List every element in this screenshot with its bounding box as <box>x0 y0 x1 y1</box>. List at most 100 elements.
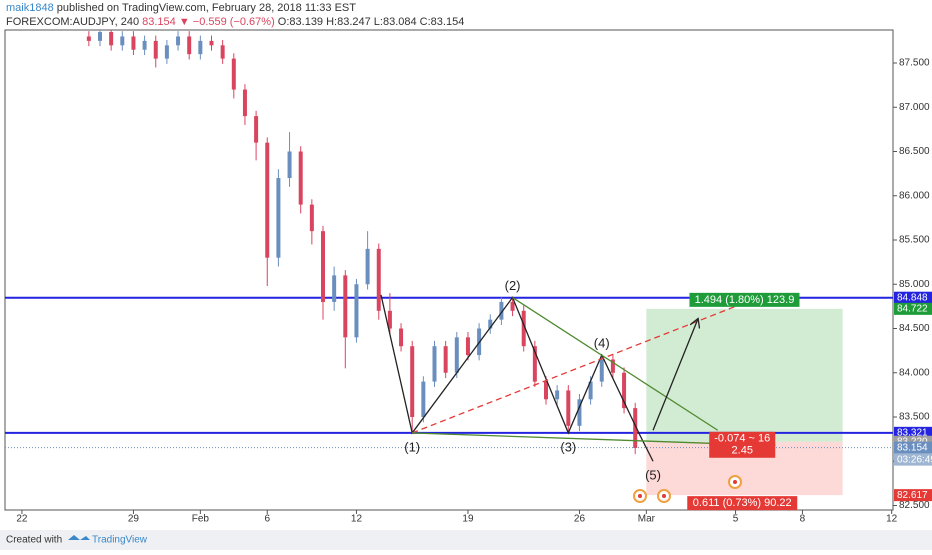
candle-body <box>599 359 604 382</box>
trend-line <box>512 296 719 431</box>
candle-body <box>198 40 203 55</box>
candle-body <box>265 142 270 258</box>
candle-body <box>164 45 169 59</box>
author: maik1848 <box>6 2 54 14</box>
candle-body <box>521 310 526 347</box>
wave-label: (3) <box>560 439 576 454</box>
y-tick-label: 83.500 <box>899 412 930 423</box>
footer-brand[interactable]: TradingView <box>92 535 148 546</box>
position-label-bg <box>709 431 776 446</box>
candle-body <box>220 45 225 59</box>
candle-body <box>555 390 560 400</box>
candle-body <box>354 284 359 338</box>
published: published on TradingView.com, February 2… <box>57 2 357 14</box>
candle-body <box>566 390 571 426</box>
candle-body <box>410 346 415 417</box>
y-tick-label: 85.000 <box>899 279 930 290</box>
position-label-bg <box>687 496 798 511</box>
x-tick-label: 22 <box>16 514 28 525</box>
candle-body <box>109 32 114 46</box>
footer-bar <box>0 530 932 550</box>
x-tick-label: 19 <box>462 514 474 525</box>
header-line: maik1848 published on TradingView.com, F… <box>6 2 356 14</box>
last: 83.154 <box>142 16 176 28</box>
x-tick-label: 26 <box>574 514 586 525</box>
candle-body <box>242 89 247 117</box>
position-label: 2.45 <box>732 445 753 457</box>
y-tick-label: 86.500 <box>899 146 930 157</box>
candle-body <box>432 346 437 382</box>
candle-body <box>399 328 404 347</box>
candle-body <box>287 151 292 179</box>
candle-body <box>622 372 627 409</box>
candle-body <box>276 178 281 258</box>
candle-body <box>499 301 504 320</box>
candle-body <box>577 399 582 426</box>
candle-body <box>209 40 214 46</box>
price-tag: 84.848 <box>897 292 928 303</box>
candle-body <box>298 151 303 205</box>
symbol: FOREXCOM:AUDJPY, 240 <box>6 16 139 28</box>
candle-body <box>610 359 615 373</box>
y-tick-label: 85.500 <box>899 235 930 246</box>
position-label: -0.074 ~ 16 <box>714 433 770 445</box>
candle-body <box>376 248 381 311</box>
candle-body <box>421 381 426 417</box>
logo <box>68 535 90 540</box>
footer-created: Created with <box>6 535 62 546</box>
event-dot <box>662 494 666 498</box>
candle-body <box>231 58 236 90</box>
event-dot <box>733 480 737 484</box>
price-tag: 83.154 <box>897 442 928 453</box>
trend-line <box>412 432 718 445</box>
candle-body <box>120 36 125 46</box>
price-tag-bg <box>894 302 932 315</box>
candle-body <box>187 36 192 55</box>
position-label: 1.494 (1.80%) 123.9 <box>695 294 795 306</box>
x-tick-label: Feb <box>192 514 210 525</box>
y-tick-label: 86.000 <box>899 190 930 201</box>
countdown: 03:26:49 <box>897 454 932 465</box>
y-tick-label: 87.000 <box>899 102 930 113</box>
x-tick-label: 12 <box>351 514 363 525</box>
candle-body <box>633 408 638 448</box>
countdown-bg <box>894 453 932 466</box>
price-tag-bg <box>894 291 932 304</box>
candle-body <box>176 36 181 46</box>
x-tick-label: Mar <box>638 514 656 525</box>
symbol-line: FOREXCOM:AUDJPY, 240 83.154 ▼ −0.559 (−0… <box>6 16 464 28</box>
x-tick-label: 6 <box>264 514 270 525</box>
candle-body <box>332 275 337 302</box>
y-tick-label: 84.500 <box>899 323 930 334</box>
trend-line <box>652 320 698 431</box>
candle-body <box>544 381 549 400</box>
x-tick-label: 8 <box>800 514 806 525</box>
y-tick-label: 82.500 <box>899 500 930 511</box>
price-tag: 82.617 <box>897 490 928 501</box>
wave-label: (5) <box>645 468 661 483</box>
wave-label: (1) <box>404 439 420 454</box>
candle-body <box>443 346 448 373</box>
candle-body <box>365 248 370 285</box>
candle-body <box>131 36 136 50</box>
candle-body <box>86 36 91 41</box>
target-zone <box>646 308 843 442</box>
position-label-bg <box>709 443 776 458</box>
candle-body <box>488 319 493 329</box>
price-tag: 84.722 <box>897 303 928 314</box>
candle-body <box>454 337 459 373</box>
x-tick-label: 29 <box>128 514 140 525</box>
plot-area <box>4 29 894 511</box>
candle-body <box>309 204 314 232</box>
candle-body <box>510 301 515 311</box>
trend-line <box>411 305 736 434</box>
y-tick-label: 87.500 <box>899 58 930 69</box>
candle-body <box>97 32 102 41</box>
price-tag-bg <box>894 441 932 454</box>
wave-label: (4) <box>594 335 610 350</box>
position-label: 0.611 (0.73%) 90.22 <box>693 497 792 509</box>
candle-body <box>343 275 348 338</box>
x-tick-label: 12 <box>886 514 898 525</box>
event-dot <box>638 494 642 498</box>
